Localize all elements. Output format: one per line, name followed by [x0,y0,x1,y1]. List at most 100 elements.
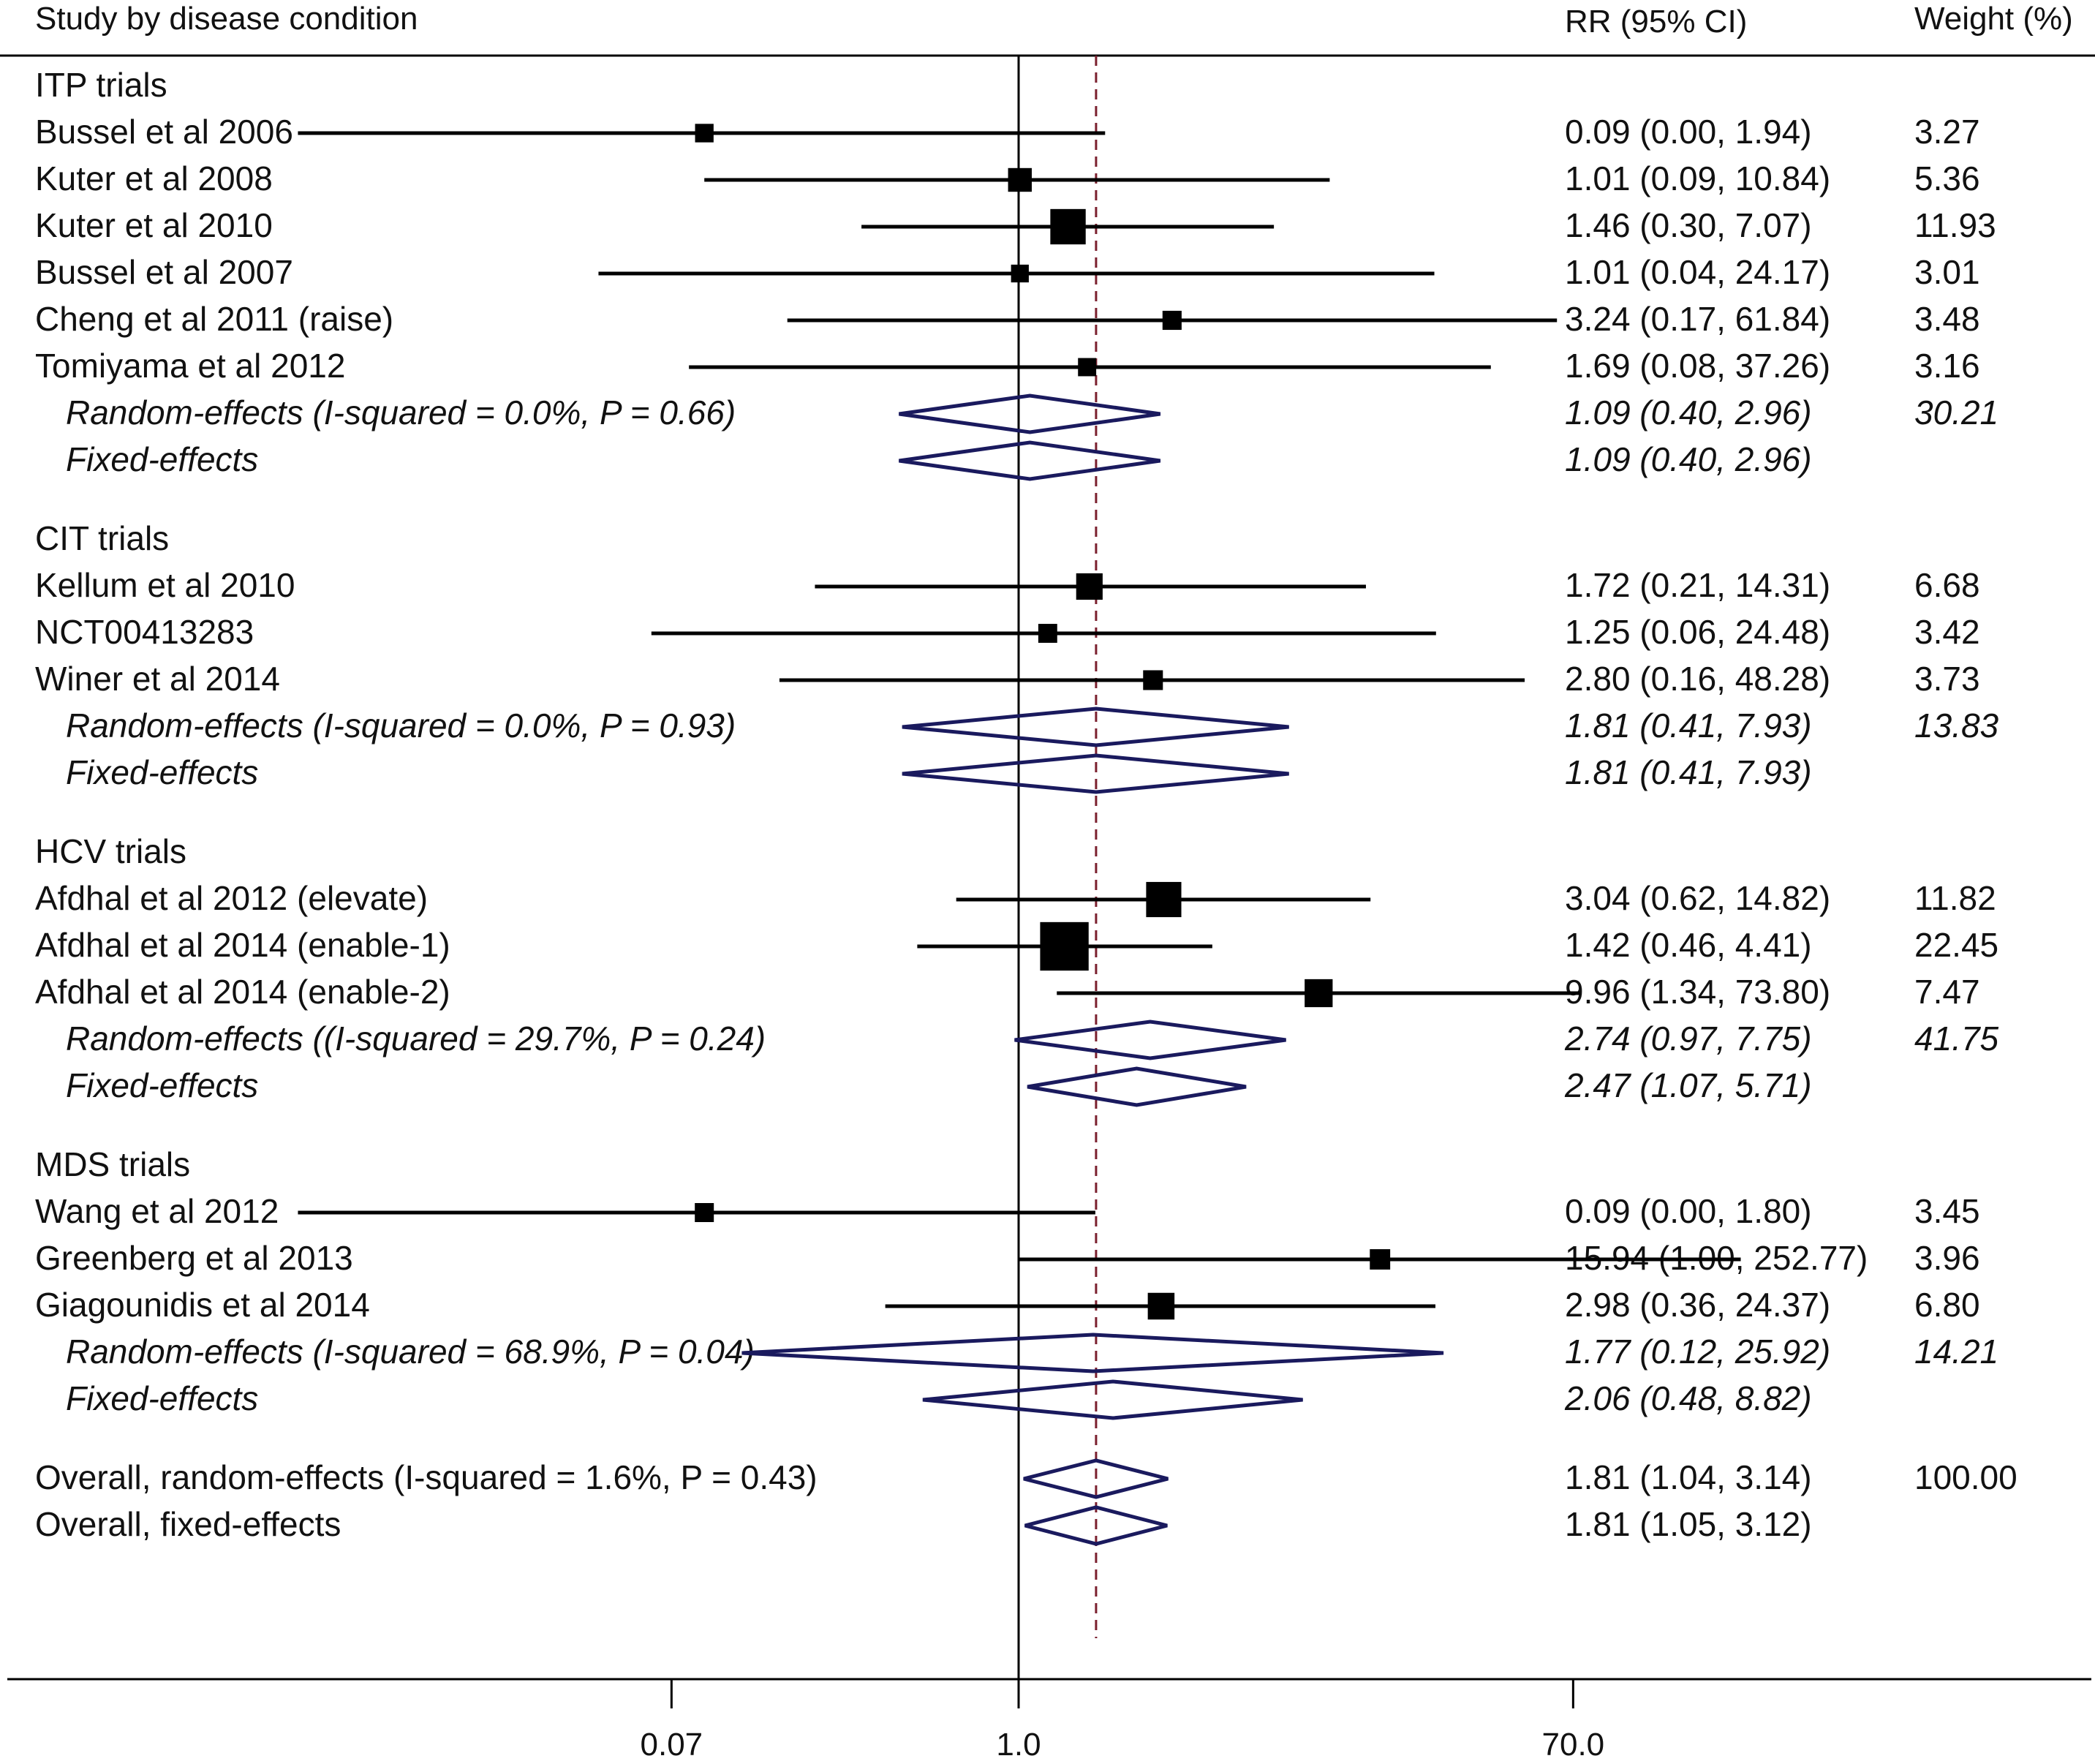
rr-ci-value: 2.06 (0.48, 8.82) [1564,1379,1812,1417]
weight-value: 14.21 [1914,1333,1998,1371]
rr-ci-value: 2.74 (0.97, 7.75) [1564,1019,1812,1058]
study-label: Kellum et al 2010 [35,566,295,604]
pooled-label: Fixed-effects [66,1066,258,1104]
study-marker [1162,310,1182,331]
group-label: HCV trials [35,832,186,870]
study-label: Cheng et al 2011 (raise) [35,300,393,338]
rr-ci-value: 1.09 (0.40, 2.96) [1565,393,1812,431]
pooled-diamond [1014,1019,1286,1060]
weight-value: 100.00 [1914,1458,2017,1496]
pooled-diamond [741,1333,1444,1373]
rr-ci-value: 1.46 (0.30, 7.07) [1565,206,1812,244]
study-label: Afdhal et al 2014 (enable-2) [35,973,450,1011]
pooled-diamond [922,1379,1303,1420]
header-rr-ci: RR (95% CI) [1565,4,1747,39]
rr-ci-value: 9.96 (1.34, 73.80) [1565,973,1830,1011]
rr-ci-value: 1.81 (1.05, 3.12) [1565,1505,1812,1543]
weight-value: 3.42 [1914,613,1980,651]
weight-value: 41.75 [1914,1019,1999,1058]
study-marker [1370,1249,1391,1270]
x-axis-ticks: 0.07 1.0 70.0 [641,1679,1604,1763]
study-label: Afdhal et al 2012 (elevate) [35,879,428,917]
weight-value: 30.21 [1914,393,1998,431]
pooled-label: Fixed-effects [66,440,258,478]
rr-ci-value: 1.01 (0.04, 24.17) [1565,253,1830,291]
weight-value: 3.27 [1914,113,1980,151]
rr-ci-value: 1.81 (0.41, 7.93) [1565,753,1812,791]
weight-value: 3.96 [1914,1239,1980,1277]
weight-value: 6.80 [1914,1286,1980,1324]
pooled-diamond [902,753,1289,794]
study-marker [1143,670,1163,690]
rr-ci-value: 3.24 (0.17, 61.84) [1565,300,1830,338]
pooled-diamond [899,393,1161,434]
study-marker [1147,1292,1175,1320]
study-label: Giagounidis et al 2014 [35,1286,370,1324]
pooled-label: Fixed-effects [66,753,258,791]
study-marker [695,1202,714,1223]
x-tick-label: 0.07 [641,1727,703,1763]
study-marker [1008,167,1032,192]
study-label: NCT00413283 [35,613,254,651]
study-label: Kuter et al 2008 [35,159,273,197]
weight-value: 7.47 [1914,973,1980,1011]
pooled-diamond [1023,1458,1169,1499]
weight-value: 11.82 [1914,879,1996,917]
rr-ci-value: 1.81 (0.41, 7.93) [1565,706,1812,745]
study-label: Winer et al 2014 [35,660,280,698]
rr-ci-value: 1.72 (0.21, 14.31) [1565,566,1830,604]
weight-value: 3.73 [1914,660,1980,698]
header-weight: Weight (%) [1914,1,2073,37]
rr-ci-value: 1.09 (0.40, 2.96) [1565,440,1812,478]
overall-label: Overall, fixed-effects [35,1505,341,1543]
weight-value: 3.16 [1914,347,1980,385]
study-marker [1050,208,1086,245]
rr-ci-value: 0.09 (0.00, 1.80) [1565,1192,1812,1230]
study-marker [695,124,714,143]
pooled-label: Random-effects (I-squared = 0.0%, P = 0.… [66,393,736,431]
weight-value: 13.83 [1914,706,1999,745]
header-study: Study by disease condition [35,1,418,37]
study-label: Kuter et al 2010 [35,206,273,244]
study-marker [1011,264,1029,283]
weight-value: 3.45 [1914,1192,1980,1230]
study-label: Bussel et al 2006 [35,113,293,151]
study-label: Tomiyama et al 2012 [35,347,345,385]
pooled-diamond [899,440,1161,481]
rr-ci-value: 1.42 (0.46, 4.41) [1565,926,1812,964]
weight-value: 22.45 [1914,926,1998,964]
pooled-diamond [1024,1505,1168,1546]
pooled-label: Random-effects (I-squared = 0.0%, P = 0.… [66,706,736,745]
rr-ci-value: 3.04 (0.62, 14.82) [1565,879,1830,917]
study-marker [1040,921,1089,971]
rr-ci-value: 1.77 (0.12, 25.92) [1565,1333,1830,1371]
rr-ci-value: 1.69 (0.08, 37.26) [1565,347,1830,385]
study-label: Wang et al 2012 [35,1192,279,1230]
pooled-diamond [902,706,1289,747]
rows-layer: ITP trials Bussel et al 2006 0.09 (0.00, 1… [35,66,2017,1546]
pooled-label: Random-effects (I-squared = 68.9%, P = 0… [66,1333,755,1371]
weight-value: 6.68 [1914,566,1980,604]
x-tick-label: 1.0 [996,1727,1041,1763]
study-label: Afdhal et al 2014 (enable-1) [35,926,450,964]
rr-ci-value: 1.25 (0.06, 24.48) [1565,613,1830,651]
weight-value: 3.01 [1914,253,1980,291]
group-label: MDS trials [35,1145,190,1183]
study-marker [1078,358,1097,377]
rr-ci-value: 2.80 (0.16, 48.28) [1565,660,1830,698]
study-marker [1305,979,1333,1008]
weight-value: 11.93 [1914,206,1996,244]
pooled-label: Random-effects ((I-squared = 29.7%, P = … [66,1019,766,1058]
study-label: Greenberg et al 2013 [35,1239,353,1277]
group-label: CIT trials [35,519,169,557]
study-label: Bussel et al 2007 [35,253,293,291]
rr-ci-value: 0.09 (0.00, 1.94) [1565,113,1812,151]
pooled-label: Fixed-effects [66,1379,258,1417]
rr-ci-value: 1.01 (0.09, 10.84) [1565,159,1830,197]
weight-value: 3.48 [1914,300,1980,338]
rr-ci-value: 2.98 (0.36, 24.37) [1565,1286,1830,1324]
study-marker [1038,624,1057,643]
weight-value: 5.36 [1914,159,1980,197]
rr-ci-value: 1.81 (1.04, 3.14) [1565,1458,1812,1496]
